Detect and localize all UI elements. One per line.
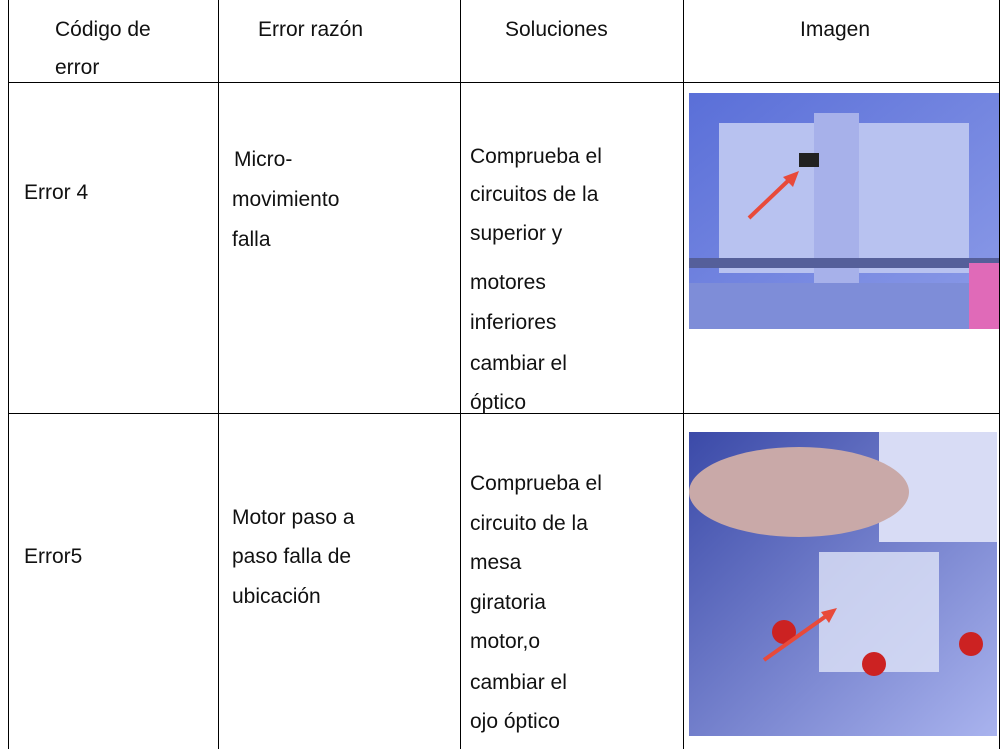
- solution: Comprueba el: [470, 145, 602, 168]
- border: [8, 82, 1000, 83]
- error-reason: Motor paso a: [232, 506, 355, 529]
- border: [460, 0, 461, 749]
- header-cell: error: [55, 56, 100, 79]
- solution: óptico: [470, 391, 527, 414]
- solution: superior y: [470, 222, 563, 245]
- solution: motor,o: [470, 630, 541, 653]
- solution: inferiores: [470, 311, 557, 334]
- error-reason: falla: [232, 228, 271, 251]
- header-cell: Soluciones: [505, 18, 608, 41]
- border: [218, 0, 219, 749]
- border: [8, 0, 9, 749]
- error-reason: movimiento: [232, 188, 340, 211]
- error-code: Error5: [24, 545, 83, 568]
- border: [999, 0, 1000, 749]
- solution: cambiar el: [470, 352, 567, 375]
- header-cell: Error razón: [258, 18, 364, 41]
- solution: mesa: [470, 551, 522, 574]
- header-cell: Código de: [55, 18, 151, 41]
- solution: ojo óptico: [470, 710, 560, 733]
- solution: motores: [470, 271, 546, 294]
- error-reason: paso falla de: [232, 545, 352, 568]
- border: [8, 413, 1000, 414]
- solution: Comprueba el: [470, 472, 602, 495]
- error-code: Error 4: [24, 181, 89, 204]
- solution: cambiar el: [470, 671, 567, 694]
- photo: [689, 432, 997, 736]
- photo: [689, 93, 999, 329]
- header-cell: Imagen: [800, 18, 871, 41]
- error-reason: Micro-: [234, 148, 293, 171]
- solution: circuito de la: [470, 512, 588, 535]
- border: [683, 0, 684, 749]
- solution: circuitos de la: [470, 183, 599, 206]
- error-reason: ubicación: [232, 585, 321, 608]
- solution: giratoria: [470, 591, 546, 614]
